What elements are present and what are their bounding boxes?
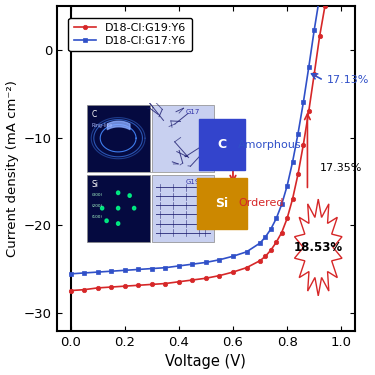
D18-Cl:G19:Y6 (190, 278, 195, 282)
D18-Cl:G17:Y6 (306, 65, 311, 69)
D18-Cl:G17:Y6 (285, 184, 290, 188)
Text: 17.35%: 17.35% (320, 163, 362, 173)
D18-Cl:G19:Y6 (323, 3, 327, 8)
X-axis label: Voltage (V): Voltage (V) (165, 354, 246, 369)
Legend: D18-Cl:G19:Y6, D18-Cl:G17:Y6: D18-Cl:G19:Y6, D18-Cl:G17:Y6 (69, 18, 192, 51)
Y-axis label: Current density (mA cm⁻²): Current density (mA cm⁻²) (6, 80, 18, 257)
D18-Cl:G19:Y6 (279, 230, 284, 235)
D18-Cl:G17:Y6 (296, 132, 300, 136)
D18-Cl:G17:Y6 (279, 202, 284, 207)
Text: 17.13%: 17.13% (326, 75, 369, 86)
D18-Cl:G19:Y6 (263, 254, 268, 258)
D18-Cl:G19:Y6 (296, 172, 300, 177)
Line: D18-Cl:G19:Y6: D18-Cl:G19:Y6 (68, 0, 333, 293)
D18-Cl:G19:Y6 (82, 287, 86, 292)
D18-Cl:G17:Y6 (177, 264, 181, 268)
D18-Cl:G17:Y6 (290, 160, 295, 164)
D18-Cl:G17:Y6 (263, 235, 268, 239)
D18-Cl:G19:Y6 (274, 240, 279, 244)
D18-Cl:G17:Y6 (190, 262, 195, 266)
D18-Cl:G17:Y6 (274, 216, 279, 220)
Line: D18-Cl:G17:Y6: D18-Cl:G17:Y6 (68, 0, 327, 276)
Polygon shape (294, 199, 342, 296)
D18-Cl:G19:Y6 (177, 279, 181, 284)
D18-Cl:G17:Y6 (301, 100, 306, 105)
D18-Cl:G19:Y6 (244, 266, 249, 270)
D18-Cl:G17:Y6 (163, 266, 168, 270)
Text: C: C (217, 138, 227, 151)
D18-Cl:G19:Y6 (204, 276, 208, 280)
D18-Cl:G17:Y6 (109, 269, 113, 273)
Text: Ordered: Ordered (238, 198, 284, 208)
D18-Cl:G17:Y6 (231, 254, 235, 258)
D18-Cl:G19:Y6 (136, 283, 141, 288)
D18-Cl:G17:Y6 (82, 271, 86, 275)
D18-Cl:G17:Y6 (244, 250, 249, 254)
D18-Cl:G19:Y6 (268, 248, 273, 252)
D18-Cl:G19:Y6 (231, 270, 235, 274)
Text: Si: Si (216, 197, 229, 210)
D18-Cl:G17:Y6 (258, 241, 262, 245)
Text: Amorphous: Amorphous (238, 140, 302, 150)
D18-Cl:G19:Y6 (217, 273, 222, 278)
D18-Cl:G19:Y6 (317, 34, 322, 39)
D18-Cl:G19:Y6 (306, 109, 311, 113)
D18-Cl:G19:Y6 (122, 284, 127, 288)
D18-Cl:G19:Y6 (301, 142, 306, 147)
D18-Cl:G17:Y6 (68, 272, 73, 276)
D18-Cl:G19:Y6 (258, 258, 262, 263)
D18-Cl:G19:Y6 (312, 72, 316, 76)
D18-Cl:G17:Y6 (122, 268, 127, 273)
D18-Cl:G19:Y6 (95, 286, 100, 290)
D18-Cl:G19:Y6 (290, 197, 295, 201)
D18-Cl:G19:Y6 (150, 282, 154, 286)
D18-Cl:G17:Y6 (95, 270, 100, 274)
D18-Cl:G19:Y6 (68, 288, 73, 293)
D18-Cl:G17:Y6 (217, 258, 222, 262)
D18-Cl:G19:Y6 (163, 281, 168, 286)
D18-Cl:G17:Y6 (204, 260, 208, 265)
Text: 18.53%: 18.53% (294, 241, 343, 254)
D18-Cl:G19:Y6 (285, 216, 290, 220)
D18-Cl:G17:Y6 (312, 28, 316, 32)
D18-Cl:G19:Y6 (109, 285, 113, 289)
D18-Cl:G17:Y6 (136, 267, 141, 272)
D18-Cl:G17:Y6 (268, 227, 273, 231)
D18-Cl:G17:Y6 (150, 266, 154, 271)
